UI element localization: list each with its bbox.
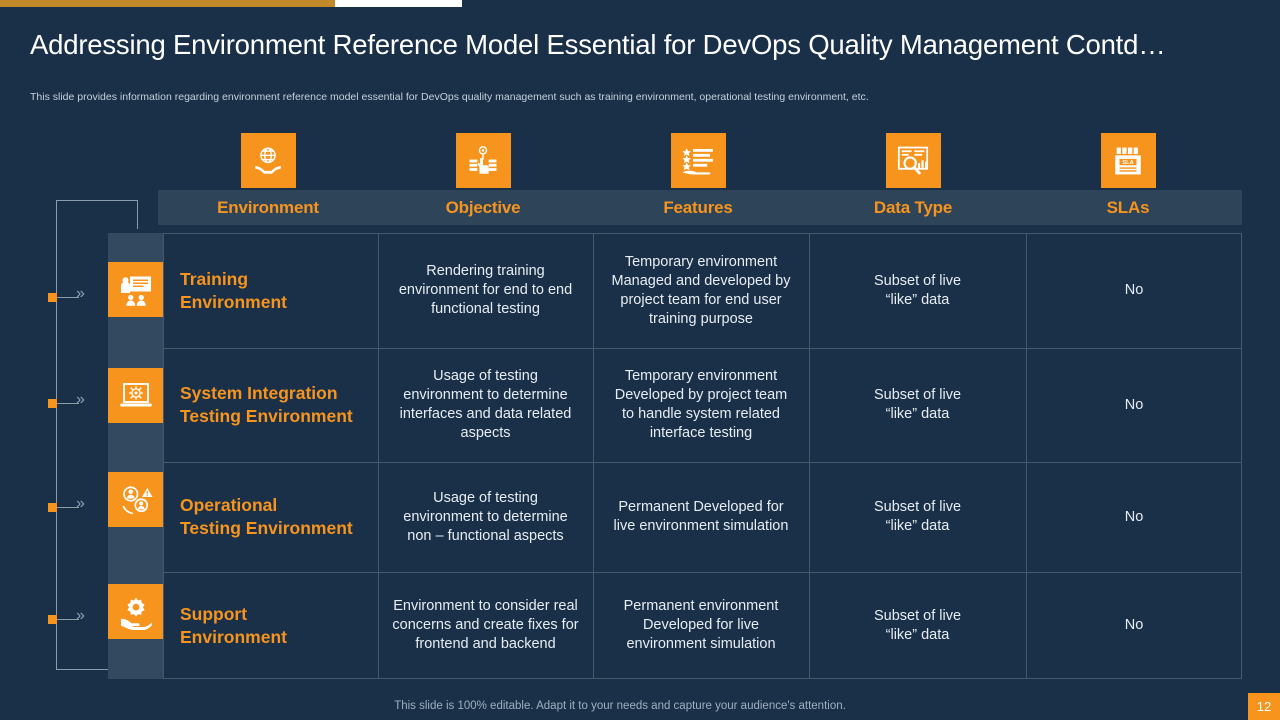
cell-divider — [378, 233, 379, 348]
cell-divider — [378, 572, 379, 679]
cell-environment: System Integration Testing Environment — [180, 383, 353, 426]
cell-divider — [809, 462, 810, 572]
column-header-bar: Environment Objective Features Data Type SLA… — [158, 190, 1242, 225]
page-number-badge: 12 — [1248, 693, 1280, 720]
row-connector-2: » — [48, 495, 100, 515]
connector-square-marker — [48, 503, 57, 512]
connector-line — [57, 297, 79, 298]
column-header-data-type: Data Type — [873, 197, 953, 217]
cell-divider — [593, 462, 594, 572]
cell-slas: No — [1124, 508, 1144, 525]
connector-line — [57, 403, 79, 404]
top-accent-white — [335, 0, 462, 7]
bracket-bottom-line — [56, 669, 138, 670]
table-border-right — [1241, 233, 1242, 679]
cell-divider — [1026, 462, 1027, 572]
column-icon-cell-2 — [588, 133, 808, 190]
bracket-top-right-stub — [137, 200, 138, 229]
cell-slas: No — [1124, 617, 1144, 633]
table-border-top — [163, 233, 1242, 234]
environment-table: Training Environment Rendering training en… — [163, 233, 1242, 679]
globe-in-hands-icon — [240, 133, 296, 188]
svg-text:SLA: SLA — [1122, 160, 1133, 166]
left-bracket-connector: » » » » — [0, 190, 160, 680]
footer-note: This slide is 100% editable. Adapt it to… — [394, 700, 846, 712]
cell-divider — [809, 348, 810, 462]
table-row: System Integration Testing Environment Usa… — [163, 348, 1242, 462]
cell-divider — [1026, 572, 1027, 679]
hand-touch-screen-icon — [455, 133, 511, 188]
top-accent-bars — [0, 0, 1280, 7]
column-icon-cell-0 — [158, 133, 378, 190]
column-icon-cell-1 — [373, 133, 593, 190]
cell-features: Temporary environment Developed by proje… — [614, 368, 788, 441]
sla-document-icon: SLA — [1100, 133, 1156, 188]
table-border-left — [163, 233, 164, 679]
slide-header: Addressing Environment Reference Model E… — [0, 7, 1280, 103]
cell-divider — [809, 572, 810, 679]
system-integration-laptop-icon — [108, 368, 163, 423]
cell-divider — [809, 233, 810, 348]
cell-features: Permanent environment Developed for live… — [623, 598, 779, 652]
cell-divider — [593, 348, 594, 462]
row-connector-1: » — [48, 391, 100, 411]
training-presentation-icon — [108, 262, 163, 317]
column-header-slas: SLAs — [1106, 197, 1150, 217]
cell-divider — [378, 462, 379, 572]
double-chevron-right-icon: » — [76, 495, 85, 512]
row-connector-3: » — [48, 607, 100, 627]
top-accent-gold — [0, 0, 335, 7]
cell-divider — [1026, 348, 1027, 462]
double-chevron-right-icon: » — [76, 391, 85, 408]
page-subtitle: This slide provides information regardin… — [30, 91, 869, 103]
row-divider — [163, 462, 1242, 463]
connector-square-marker — [48, 293, 57, 302]
cell-environment: Operational Testing Environment — [180, 495, 353, 538]
cell-slas: No — [1124, 282, 1144, 298]
support-gear-hand-icon — [108, 584, 163, 639]
cell-objective: Usage of testing environment to determin… — [399, 368, 572, 441]
checklist-on-hand-icon — [670, 133, 726, 188]
connector-square-marker — [48, 615, 57, 624]
table-border-bottom — [163, 678, 1242, 679]
column-icon-cell-3 — [803, 133, 1023, 190]
column-header-environment: Environment — [217, 197, 319, 217]
column-icon-cell-4: SLA — [1018, 133, 1238, 190]
double-chevron-right-icon: » — [76, 285, 85, 302]
column-header-objective: Objective — [445, 197, 521, 217]
cell-objective: Rendering training environment for end t… — [398, 263, 573, 317]
cell-objective: Environment to consider real concerns an… — [392, 598, 579, 652]
column-icon-strip: SLA — [158, 133, 1242, 190]
page-title: Addressing Environment Reference Model E… — [30, 29, 1166, 60]
cell-data_type: Subset of live “like” data — [873, 272, 962, 308]
bracket-top-line — [56, 200, 138, 201]
cell-data_type: Subset of live “like” data — [873, 499, 962, 534]
table-row: Support Environment Environment to conside… — [163, 572, 1242, 679]
cell-slas: No — [1124, 396, 1144, 413]
table-row: Training Environment Rendering training en… — [163, 233, 1242, 348]
cell-divider — [1026, 233, 1027, 348]
row-divider — [163, 348, 1242, 349]
column-header-features: Features — [663, 197, 733, 217]
data-magnifier-icon — [885, 133, 941, 188]
operational-gears-users-icon — [108, 472, 163, 527]
cell-features: Temporary environment Managed and develo… — [611, 253, 791, 327]
bracket-vertical-line — [56, 200, 57, 670]
cell-features: Permanent Developed for live environment… — [613, 499, 789, 534]
double-chevron-right-icon: » — [76, 607, 85, 624]
cell-environment: Training Environment — [180, 268, 287, 312]
cell-data_type: Subset of live “like” data — [873, 387, 962, 422]
cell-environment: Support Environment — [180, 603, 287, 647]
row-connector-0: » — [48, 285, 100, 305]
cell-divider — [378, 348, 379, 462]
cell-objective: Usage of testing environment to determin… — [403, 489, 568, 544]
cell-divider — [593, 233, 594, 348]
cell-data_type: Subset of live “like” data — [873, 607, 962, 643]
connector-line — [57, 507, 79, 508]
connector-square-marker — [48, 399, 57, 408]
row-divider — [163, 572, 1242, 573]
connector-line — [57, 619, 79, 620]
cell-divider — [593, 572, 594, 679]
table-row: Operational Testing Environment Usage of t… — [163, 462, 1242, 572]
